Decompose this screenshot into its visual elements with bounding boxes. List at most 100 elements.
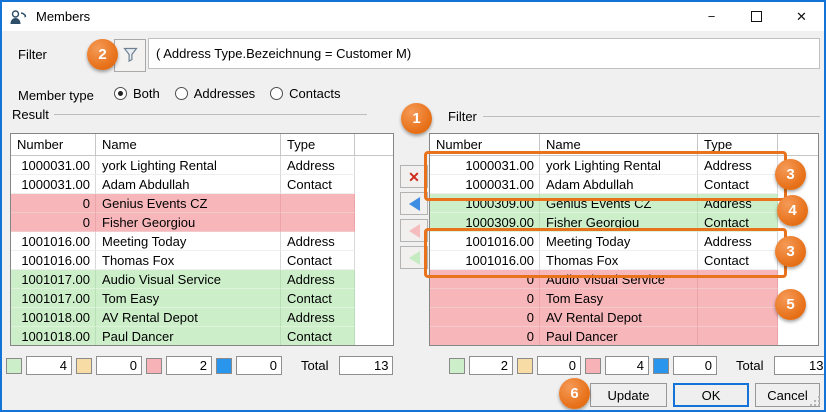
cell-number: 1000031.00 bbox=[430, 156, 540, 175]
counter: 2 bbox=[449, 356, 513, 375]
cell-number: 1000031.00 bbox=[11, 175, 96, 194]
table-row[interactable]: 1000309.00 Genius Events CZ Address bbox=[430, 194, 818, 213]
cell-name: Audio Visual Service bbox=[540, 270, 698, 289]
cell-type: Contact bbox=[281, 327, 355, 345]
table-row[interactable]: 1000031.00 Adam Abdullah Contact bbox=[11, 175, 393, 194]
callout-4: 4 bbox=[777, 195, 808, 226]
callout-5: 5 bbox=[775, 289, 806, 320]
minimize-button[interactable]: − bbox=[689, 2, 734, 31]
cancel-button[interactable]: Cancel bbox=[755, 383, 820, 407]
table-row[interactable]: 1001017.00 Tom Easy Contact bbox=[11, 289, 393, 308]
cell-number: 1001018.00 bbox=[11, 308, 96, 327]
cell-name: Thomas Fox bbox=[540, 251, 698, 270]
filter-expression-box[interactable]: ( Address Type.Bezeichnung = Customer M) bbox=[148, 38, 820, 69]
cell-name: Tom Easy bbox=[540, 289, 698, 308]
table-row[interactable]: 0 Fisher Georgiou bbox=[11, 213, 393, 232]
result-group-line bbox=[54, 114, 367, 115]
cell-type: Address bbox=[698, 232, 778, 251]
counter: 0 bbox=[653, 356, 717, 375]
cell-number: 0 bbox=[11, 194, 96, 213]
pink-left-arrow-icon bbox=[408, 223, 420, 238]
red-x-icon: ✕ bbox=[408, 168, 420, 185]
cell-name: AV Rental Depot bbox=[540, 308, 698, 327]
cell-name: york Lighting Rental bbox=[540, 156, 698, 175]
table-row[interactable]: 0 Audio Visual Service bbox=[430, 270, 818, 289]
radio-addresses[interactable]: Addresses bbox=[174, 86, 255, 101]
table-row[interactable]: 0 Paul Dancer bbox=[430, 327, 818, 345]
column-header-filler bbox=[355, 134, 393, 155]
cell-number: 1001017.00 bbox=[11, 270, 96, 289]
cell-number: 1001016.00 bbox=[11, 251, 96, 270]
table-row[interactable]: 1001016.00 Thomas Fox Contact bbox=[430, 251, 818, 270]
result-group-label: Result bbox=[12, 107, 49, 122]
column-header-number[interactable]: Number bbox=[11, 134, 96, 155]
column-header-name[interactable]: Name bbox=[540, 134, 698, 155]
close-icon: ✕ bbox=[796, 8, 807, 24]
radio-contacts[interactable]: Contacts bbox=[270, 86, 340, 101]
table-row[interactable]: 0 Tom Easy bbox=[430, 289, 818, 308]
callout-3a: 3 bbox=[775, 159, 806, 190]
radio-both-label: Both bbox=[133, 86, 160, 101]
counter: 4 bbox=[6, 356, 72, 375]
close-button[interactable]: ✕ bbox=[779, 2, 824, 31]
cell-type: Contact bbox=[698, 175, 778, 194]
move-all-left-button[interactable] bbox=[400, 192, 428, 215]
table-row[interactable]: 1001018.00 Paul Dancer Contact bbox=[11, 327, 393, 345]
cell-type bbox=[281, 194, 355, 213]
counter-value-field: 0 bbox=[673, 356, 717, 375]
filter-group-line bbox=[483, 116, 820, 117]
counter-value-field: 0 bbox=[96, 356, 142, 375]
cell-name: Adam Abdullah bbox=[96, 175, 281, 194]
result-table-body: 1000031.00 york Lighting Rental Address … bbox=[11, 156, 393, 345]
cell-type: Address bbox=[281, 270, 355, 289]
cell-name: Adam Abdullah bbox=[540, 175, 698, 194]
result-table-header: Number Name Type bbox=[11, 134, 393, 156]
cell-name: AV Rental Depot bbox=[96, 308, 281, 327]
counter: 0 bbox=[76, 356, 142, 375]
table-row[interactable]: 1000309.00 Fisher Georgiou Contact bbox=[430, 213, 818, 232]
cell-name: Meeting Today bbox=[540, 232, 698, 251]
table-row[interactable]: 1001017.00 Audio Visual Service Address bbox=[11, 270, 393, 289]
minimize-icon: − bbox=[707, 9, 716, 24]
cell-name: Genius Events CZ bbox=[540, 194, 698, 213]
counter: 2 bbox=[146, 356, 212, 375]
column-header-name[interactable]: Name bbox=[96, 134, 281, 155]
cell-type: Address bbox=[698, 194, 778, 213]
table-row[interactable]: 0 Genius Events CZ bbox=[11, 194, 393, 213]
counter-color-swatch bbox=[6, 357, 22, 374]
filter-button[interactable] bbox=[114, 39, 146, 72]
cell-type bbox=[281, 213, 355, 232]
table-row[interactable]: 1001018.00 AV Rental Depot Address bbox=[11, 308, 393, 327]
table-row[interactable]: 1000031.00 york Lighting Rental Address bbox=[11, 156, 393, 175]
filter-table-header: Number Name Type bbox=[430, 134, 818, 156]
filter-table: Number Name Type 1000031.00 york Lightin… bbox=[429, 133, 819, 346]
column-header-type[interactable]: Type bbox=[281, 134, 355, 155]
move-added-left-button[interactable] bbox=[400, 246, 428, 269]
cell-name: Paul Dancer bbox=[540, 327, 698, 345]
green-left-arrow-icon bbox=[408, 250, 420, 265]
cell-number: 1000031.00 bbox=[11, 156, 96, 175]
ok-button[interactable]: OK bbox=[673, 383, 749, 407]
table-row[interactable]: 0 AV Rental Depot bbox=[430, 308, 818, 327]
cell-type: Contact bbox=[281, 175, 355, 194]
filter-table-body: 1000031.00 york Lighting Rental Address … bbox=[430, 156, 818, 345]
move-removed-left-button[interactable] bbox=[400, 219, 428, 242]
radio-dot-icon bbox=[174, 87, 188, 100]
radio-both[interactable]: Both bbox=[114, 86, 160, 101]
maximize-button[interactable] bbox=[734, 2, 779, 31]
remove-member-button[interactable]: ✕ bbox=[400, 165, 428, 188]
table-row[interactable]: 1001016.00 Thomas Fox Contact bbox=[11, 251, 393, 270]
table-row[interactable]: 1001016.00 Meeting Today Address bbox=[11, 232, 393, 251]
column-header-number[interactable]: Number bbox=[430, 134, 540, 155]
update-button[interactable]: Update bbox=[590, 383, 667, 407]
table-row[interactable]: 1000031.00 Adam Abdullah Contact bbox=[430, 175, 818, 194]
table-row[interactable]: 1001016.00 Meeting Today Address bbox=[430, 232, 818, 251]
callout-2: 2 bbox=[87, 39, 118, 70]
filter-group-label: Filter bbox=[448, 109, 477, 124]
callout-3b: 3 bbox=[775, 236, 806, 267]
resize-grip-icon[interactable] bbox=[810, 396, 820, 406]
maximize-icon bbox=[751, 11, 762, 22]
table-row[interactable]: 1000031.00 york Lighting Rental Address bbox=[430, 156, 818, 175]
cell-type: Address bbox=[281, 232, 355, 251]
column-header-type[interactable]: Type bbox=[698, 134, 778, 155]
